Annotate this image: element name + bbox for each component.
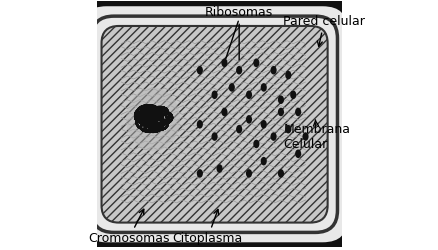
Ellipse shape	[196, 169, 202, 178]
Ellipse shape	[211, 90, 217, 99]
Ellipse shape	[277, 108, 283, 116]
Text: Cromosomas: Cromosomas	[88, 209, 169, 246]
Ellipse shape	[302, 132, 308, 141]
Ellipse shape	[245, 169, 251, 178]
FancyBboxPatch shape	[77, 2, 351, 247]
Ellipse shape	[196, 66, 202, 74]
Ellipse shape	[253, 140, 259, 148]
Ellipse shape	[216, 164, 222, 173]
Ellipse shape	[294, 108, 300, 116]
Ellipse shape	[245, 115, 251, 124]
Text: Membrana
Celular: Membrana Celular	[283, 120, 350, 150]
Ellipse shape	[285, 125, 291, 134]
Ellipse shape	[270, 132, 276, 141]
Ellipse shape	[228, 83, 234, 92]
Ellipse shape	[260, 157, 266, 166]
Ellipse shape	[245, 90, 251, 99]
Ellipse shape	[277, 96, 283, 104]
Ellipse shape	[221, 108, 227, 116]
Ellipse shape	[290, 90, 296, 99]
Ellipse shape	[285, 71, 291, 80]
Ellipse shape	[270, 66, 276, 74]
Ellipse shape	[196, 120, 202, 128]
FancyBboxPatch shape	[101, 26, 327, 222]
Ellipse shape	[260, 120, 266, 128]
Ellipse shape	[253, 58, 259, 67]
Text: Ribosomas: Ribosomas	[205, 6, 273, 60]
Ellipse shape	[236, 125, 242, 134]
Ellipse shape	[236, 66, 242, 74]
Ellipse shape	[221, 58, 227, 67]
Ellipse shape	[260, 83, 266, 92]
Text: Pared celular: Pared celular	[283, 14, 364, 46]
Ellipse shape	[277, 169, 283, 178]
Ellipse shape	[294, 150, 300, 158]
Ellipse shape	[211, 132, 217, 141]
Text: Citoplasma: Citoplasma	[172, 210, 242, 246]
Ellipse shape	[126, 88, 180, 151]
